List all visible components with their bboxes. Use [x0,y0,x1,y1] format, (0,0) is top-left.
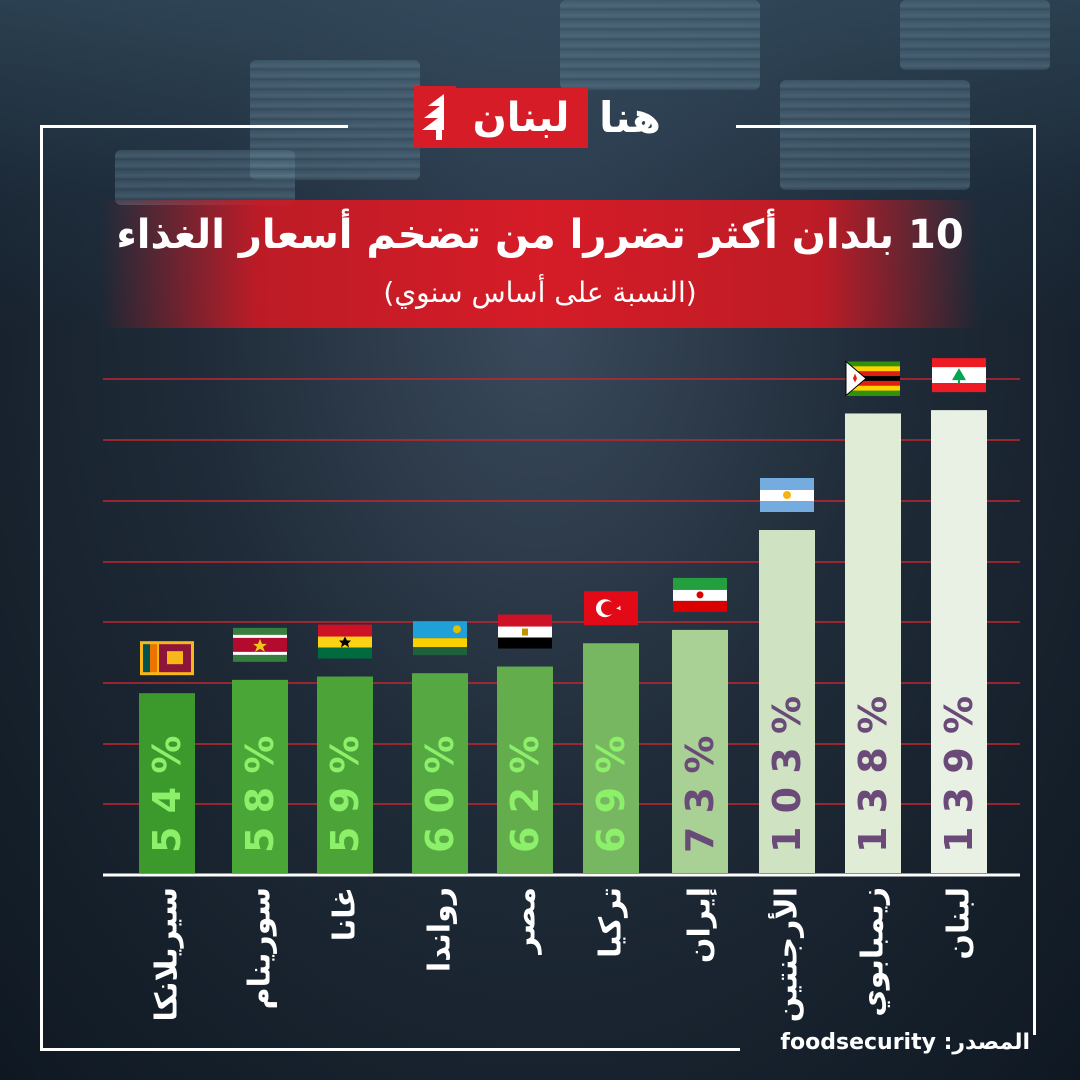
frame-top-right [736,125,1036,128]
data-label: 1 3 8 % [851,696,895,853]
turkey-flag [584,591,638,626]
chart-title: 10 بلدان أكثر تضررا من تضخم أسعار الغذاء [116,212,964,258]
lebanon-flag [932,358,986,393]
frame-right [1033,125,1036,1035]
x-tick-label: مصر [508,887,543,956]
sri-lanka-flag [140,641,194,676]
egypt-flag [498,614,552,649]
iran-flag [673,577,727,612]
data-label: 1 3 9 % [937,696,981,853]
argentina-flag [760,478,814,513]
frame-top-left [40,125,348,128]
coin-stack [250,60,420,180]
data-label: 5 9 % [323,736,367,853]
title-band [100,200,980,328]
logo-word-white: هنا [598,93,662,142]
zimbabwe-flag [845,360,900,397]
bar [845,413,901,873]
data-label: 6 0 % [418,736,462,853]
data-label: 5 4 % [145,736,189,853]
x-tick-label: إيران [683,887,718,963]
x-tick-label: رواندا [423,887,458,972]
x-tick-label: الأرجنتين [768,887,805,1022]
bar [317,676,373,873]
x-tick-label: تركيا [594,887,629,958]
bar [931,410,987,873]
coin-stack [780,80,970,190]
bar [139,693,195,873]
source-credit: المصدر: foodsecurity [780,1030,1030,1055]
frame-bottom [40,1048,740,1051]
ghana-flag [318,624,372,659]
logo-red-box [454,88,588,148]
suriname-flag [233,627,287,662]
data-label: 6 9 % [589,736,633,853]
coin-stack [115,150,295,205]
chart-subtitle: (النسبة على أساس سنوي) [383,276,697,309]
bar [672,629,728,873]
x-tick-label: لبنان [942,887,977,960]
x-tick-label: غانا [328,887,363,941]
brand-logo: لبنان هنا [414,82,670,154]
data-label: 5 8 % [238,736,282,853]
cedar-icon [414,86,456,148]
bar [497,666,553,873]
bar [412,673,468,873]
data-label: 1 0 3 % [765,696,809,853]
x-tick-label: سيريلانكا [150,887,185,1021]
logo-word-red: لبنان [472,95,570,141]
coin-stack [560,0,760,90]
rwanda-flag [413,621,467,656]
bar [759,530,815,873]
bar [232,679,288,873]
x-tick-label: زيمبابوي [856,887,891,1017]
data-label: 7 3 % [678,736,722,853]
x-tick-label: سورينام [243,887,278,1009]
data-label: 6 2 % [503,736,547,853]
coin-stack [900,0,1050,70]
bar [583,643,639,873]
frame-left [40,125,43,1050]
